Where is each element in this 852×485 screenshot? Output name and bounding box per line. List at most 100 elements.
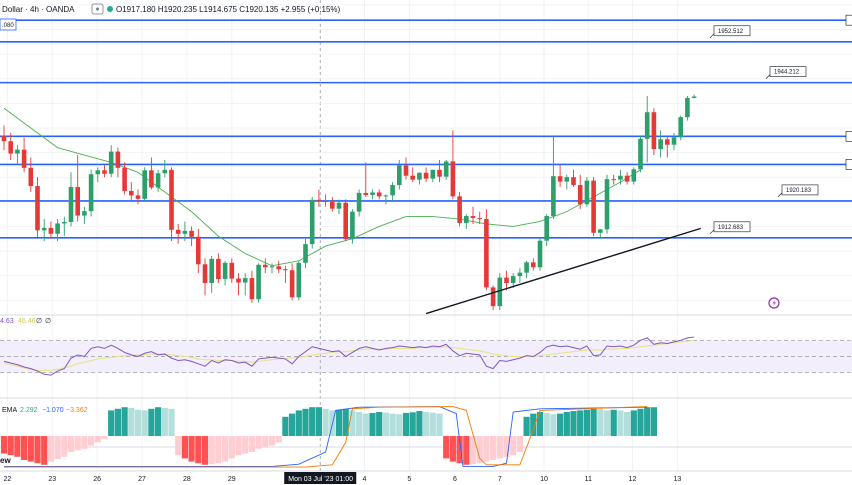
candle-down xyxy=(189,230,194,237)
candle-down xyxy=(249,278,255,300)
price-box xyxy=(0,18,17,31)
time-tick-label: 11 xyxy=(585,476,592,483)
macd-hist-bar-pos xyxy=(362,413,369,436)
candle-down xyxy=(236,278,241,283)
candle-up xyxy=(182,230,188,234)
candle-up xyxy=(142,170,147,199)
macd-hist-bar-pos xyxy=(382,412,389,436)
horizontal-levels: 1952.512 1944.212 1920.183 1912.683 xyxy=(0,14,852,239)
macd-hist-bar-pos xyxy=(436,413,443,436)
macd-hist-bar-neg xyxy=(0,436,8,454)
candle-up xyxy=(269,266,275,268)
candle-down xyxy=(135,195,141,199)
macd-hist-bar-pos xyxy=(302,408,309,436)
rsi-pane xyxy=(0,336,852,376)
horizontal-gridlines xyxy=(0,4,852,301)
candle-down xyxy=(477,218,482,220)
macd-hist-bar-neg xyxy=(208,436,215,465)
macd-hist-bar-neg xyxy=(61,436,68,457)
candle-down xyxy=(202,264,208,284)
candle-up xyxy=(464,216,469,223)
candle-down xyxy=(457,196,462,223)
candle-up xyxy=(41,227,47,231)
candle-down xyxy=(175,229,181,234)
candle-up xyxy=(222,262,228,280)
macd-hist-bar-pos xyxy=(161,407,168,436)
candle-up xyxy=(68,187,74,222)
chart-symbol[interactable]: Dollar · 4h · OANDA xyxy=(2,5,75,14)
candle-up xyxy=(678,117,683,138)
level-label: 1944.212 xyxy=(774,70,800,76)
trendline-group[interactable] xyxy=(425,227,702,315)
macd-hist-bar-neg xyxy=(21,436,28,460)
candle-up xyxy=(443,161,449,177)
macd-hist-bar-neg xyxy=(503,436,510,457)
time-tick-label: 13 xyxy=(673,476,681,483)
macd-hist-bar-pos xyxy=(168,408,175,436)
candle-down xyxy=(289,270,295,298)
time-tick-label: 26 xyxy=(93,476,101,483)
macd-hist-bar-pos xyxy=(114,408,121,436)
candle-up xyxy=(15,149,20,154)
candle-up xyxy=(62,221,67,224)
live-dot-icon xyxy=(107,6,113,12)
vertical-gridlines xyxy=(6,0,678,471)
eye-icon[interactable] xyxy=(91,3,104,15)
candle-up xyxy=(350,211,355,240)
candle-down xyxy=(484,219,489,288)
macd-signal-line xyxy=(4,406,648,468)
candle-down xyxy=(122,167,127,191)
macd-hist-bar-pos xyxy=(402,412,410,436)
macd-hist-bar-pos xyxy=(590,408,597,436)
candle-down xyxy=(283,269,288,271)
candle-down xyxy=(437,169,442,177)
macd-hist-bar-pos xyxy=(342,408,349,436)
macd-hist-bar-pos xyxy=(121,407,128,436)
time-tick-label: 7 xyxy=(498,476,502,483)
macd-hist-bar-neg xyxy=(255,436,262,449)
time-axis[interactable]: 22 23 26 27 28 29 4 5 6 7 10 11 12 13 xyxy=(3,476,681,483)
macd-hist-bar-pos xyxy=(570,411,577,436)
macd-hist-bar-neg xyxy=(449,436,456,462)
bottom-pane-label: ew xyxy=(0,456,11,465)
macd-hist-bar-neg xyxy=(222,436,229,462)
macd-hist-bar-pos xyxy=(309,407,316,436)
eye-pupil-icon xyxy=(96,7,99,11)
candle-up xyxy=(55,223,60,234)
candle-down xyxy=(330,201,335,209)
macd-hist-bar-pos xyxy=(429,412,436,436)
candle-down xyxy=(410,175,415,180)
macd-hist-bar-neg xyxy=(242,436,249,454)
macd-hist-bar-neg xyxy=(101,436,108,440)
trendline xyxy=(425,227,702,315)
rsi-value: 4.63 xyxy=(0,318,14,325)
candle-up xyxy=(397,165,402,186)
macd-hist-bar-pos xyxy=(289,413,296,436)
macd-hist-bar-neg xyxy=(476,436,483,464)
level-label-box-edge xyxy=(845,159,852,170)
macd-hist-bar-pos xyxy=(134,409,142,436)
candle-up xyxy=(383,195,389,197)
candle-down xyxy=(35,186,40,231)
candle-up xyxy=(524,262,529,273)
macd-hist-bar-neg xyxy=(47,436,54,462)
macd-hist-bar-pos xyxy=(282,416,289,436)
candle-up xyxy=(370,192,375,195)
candle-down xyxy=(276,266,281,270)
alert-icon[interactable] xyxy=(768,297,780,309)
candle-down xyxy=(323,200,328,202)
macd-hist-bar-pos xyxy=(550,414,557,436)
candle-down xyxy=(577,185,583,205)
macd-hist-bar-neg xyxy=(27,436,34,462)
candle-down xyxy=(8,141,13,154)
candle-up xyxy=(644,112,650,139)
candle-up xyxy=(658,139,663,150)
candle-up xyxy=(303,244,308,263)
macd-hist-bar-pos xyxy=(349,410,356,436)
time-tick-label: 22 xyxy=(3,476,11,483)
macd-hist-bar-neg xyxy=(41,436,48,465)
macd-value-3: −3.362 xyxy=(66,407,88,414)
level-label: 1952.512 xyxy=(718,29,744,35)
rsi-line xyxy=(3,336,695,376)
